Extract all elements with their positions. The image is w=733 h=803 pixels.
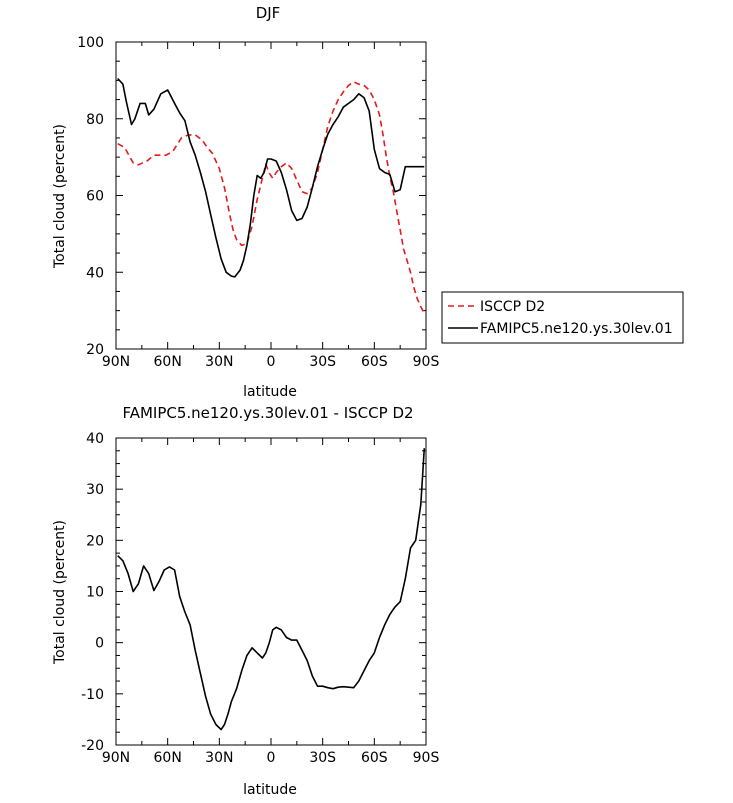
- top-chart-ylabel: Total cloud (percent): [52, 124, 68, 269]
- top-ytick-label: 20: [86, 342, 104, 358]
- top-series-line-1: [117, 77, 425, 278]
- legend-label-famipc5: FAMIPC5.ne120.ys.30lev.01: [480, 321, 673, 337]
- bottom-xtick-label: 30S: [309, 750, 336, 766]
- bottom-ytick-label: 40: [86, 431, 104, 447]
- bottom-plot-frame: [115, 437, 427, 746]
- bottom-ytick-label: -20: [81, 738, 104, 754]
- bottom-xtick-label: 90N: [102, 750, 130, 766]
- top-plot-frame: [115, 41, 427, 350]
- top-xtick-label: 90N: [102, 354, 130, 370]
- bottom-ytick-label: 20: [86, 533, 104, 549]
- top-xtick-label: 30S: [309, 354, 336, 370]
- top-legend: ISCCP D2 FAMIPC5.ne120.ys.30lev.01: [441, 291, 684, 344]
- bottom-ytick-label: 10: [86, 585, 104, 601]
- legend-box: [441, 291, 684, 344]
- bottom-xtick-label: 90S: [413, 750, 440, 766]
- top-ytick-label: 80: [86, 112, 104, 128]
- top-ytick-label: 40: [86, 265, 104, 281]
- bottom-plot-area: 90N 60N 30N 0 30S 60S 90S -20 -10 0 10 20 30 40: [81, 431, 439, 766]
- bottom-xtick-label: 60S: [361, 750, 388, 766]
- bottom-chart-ylabel: Total cloud (percent): [52, 520, 68, 665]
- bottom-chart: FAMIPC5.ne120.ys.30lev.01 - ISCCP D2 Tot…: [52, 404, 439, 798]
- bottom-series-line-0: [117, 448, 426, 731]
- top-xtick-label: 60S: [361, 354, 388, 370]
- top-chart: DJF Total cloud (percent) latitude 90N 60…: [52, 4, 684, 400]
- bottom-xtick-label: 60N: [154, 750, 182, 766]
- bottom-chart-xlabel: latitude: [243, 782, 297, 798]
- bottom-xtick-label: 30N: [205, 750, 233, 766]
- top-xtick-label: 60N: [154, 354, 182, 370]
- top-xtick-label: 90S: [413, 354, 440, 370]
- top-chart-xlabel: latitude: [243, 384, 297, 400]
- top-chart-title: DJF: [256, 4, 281, 22]
- top-ytick-label: 60: [86, 189, 104, 205]
- top-series-line-0: [117, 81, 426, 314]
- top-plot-area: 90N 60N 30N 0 30S 60S 90S 20 40 60 80 100: [77, 35, 439, 370]
- bottom-ytick-label: 0: [95, 636, 104, 652]
- bottom-xtick-label: 0: [267, 750, 276, 766]
- bottom-chart-title: FAMIPC5.ne120.ys.30lev.01 - ISCCP D2: [122, 404, 413, 422]
- bottom-ytick-label: -10: [81, 687, 104, 703]
- top-xtick-label: 0: [267, 354, 276, 370]
- legend-label-isccp: ISCCP D2: [480, 299, 545, 315]
- top-ytick-label: 100: [77, 35, 104, 51]
- top-xtick-label: 30N: [205, 354, 233, 370]
- bottom-ytick-label: 30: [86, 482, 104, 498]
